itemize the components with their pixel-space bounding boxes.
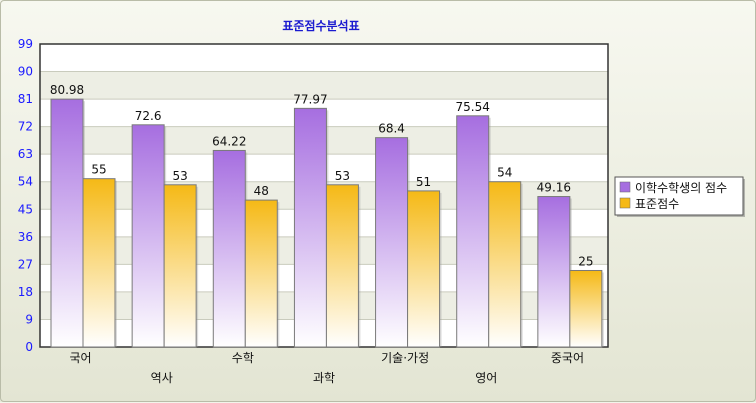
data-label: 53 <box>335 169 350 183</box>
bar-student <box>537 196 571 348</box>
bar-standard <box>569 269 603 348</box>
bar-student <box>456 115 490 348</box>
bar-standard <box>82 178 116 348</box>
legend-swatch <box>619 181 631 193</box>
chart-title: 표준점수분석표 <box>282 18 359 33</box>
x-tick-label: 영어 <box>475 371 497 385</box>
bar-student <box>375 137 409 348</box>
data-label: 25 <box>578 254 593 268</box>
y-tick-label: 9 <box>25 312 33 326</box>
data-label: 68.4 <box>378 122 405 136</box>
bar-standard <box>163 184 197 348</box>
y-tick-label: 63 <box>18 147 33 161</box>
data-label: 75.54 <box>456 100 490 114</box>
x-tick-label: 역사 <box>151 371 173 385</box>
y-tick-label: 0 <box>25 340 33 354</box>
y-tick-label: 54 <box>18 175 33 189</box>
y-tick-label: 90 <box>18 65 33 79</box>
data-label: 55 <box>91 163 106 177</box>
legend-label: 이학수학생의 점수 <box>635 181 727 195</box>
bars <box>50 98 604 348</box>
data-label: 49.16 <box>537 181 571 195</box>
y-tick-label: 99 <box>18 37 33 51</box>
y-tick-label: 27 <box>18 257 33 271</box>
y-tick-label: 72 <box>18 120 33 134</box>
plot-band <box>40 71 608 100</box>
data-label: 64.22 <box>212 134 246 148</box>
x-tick-label: 국어 <box>70 351 92 365</box>
y-tick-label: 18 <box>18 285 33 299</box>
value-labels: 80.98 55 72.6 53 64.22 48 77.97 53 68.4 51 75.54 54… <box>50 83 594 268</box>
bar-standard <box>325 184 359 348</box>
bar-student <box>131 124 165 348</box>
data-label: 72.6 <box>135 109 162 123</box>
x-tick-label: 과학 <box>313 371 335 385</box>
bar-standard <box>488 181 522 348</box>
y-tick-label: 81 <box>18 92 33 106</box>
bar-standard <box>407 190 441 348</box>
bar-student <box>293 107 327 348</box>
bar-student <box>212 149 246 348</box>
x-tick-label: 수학 <box>232 351 254 365</box>
bar-student <box>50 98 84 348</box>
bar-standard <box>244 199 278 348</box>
y-axis: 0 9 18 27 36 45 54 63 72 81 90 99 <box>18 37 33 354</box>
data-label: 51 <box>416 175 431 189</box>
data-label: 53 <box>173 169 188 183</box>
x-tick-label: 기술·가정 <box>381 351 429 365</box>
y-tick-label: 45 <box>18 202 33 216</box>
y-tick-label: 36 <box>18 230 33 244</box>
legend-swatch <box>619 197 631 209</box>
data-label: 80.98 <box>50 83 84 97</box>
legend-label: 표준점수 <box>635 197 679 211</box>
x-tick-label: 중국어 <box>551 351 584 365</box>
data-label: 48 <box>254 184 269 198</box>
data-label: 54 <box>497 166 512 180</box>
data-label: 77.97 <box>293 92 327 106</box>
legend-box <box>614 176 744 216</box>
